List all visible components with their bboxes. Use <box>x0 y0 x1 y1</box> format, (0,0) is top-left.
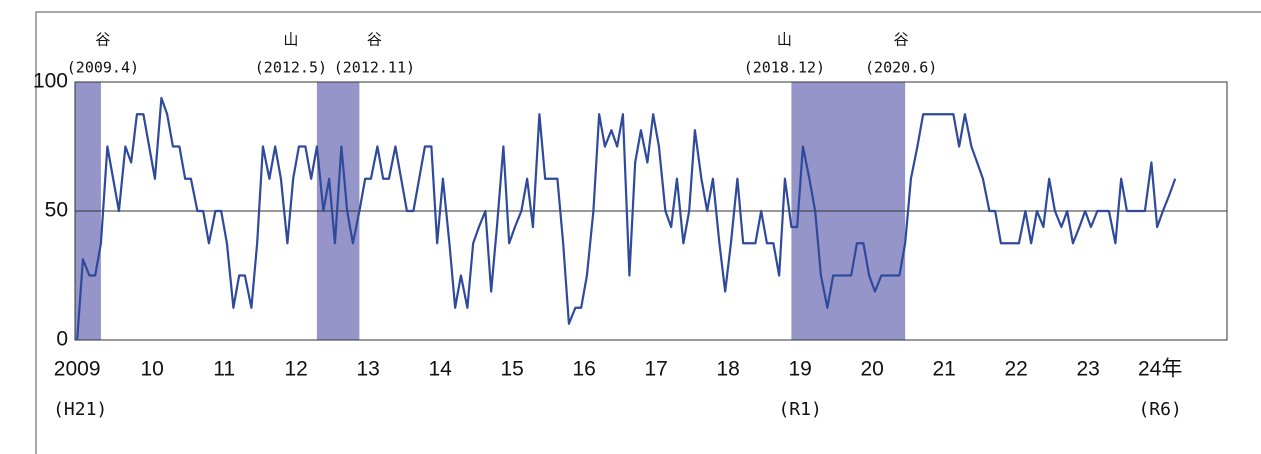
turning-point-kind: 谷 <box>894 31 909 49</box>
turning-point-kind: 谷 <box>95 31 110 49</box>
x-tick-label: 21 <box>932 358 955 381</box>
x-tick-label: 24年 <box>1138 358 1182 381</box>
turning-point-date: (2020.6) <box>865 59 937 77</box>
turning-point-kind: 山 <box>777 31 792 49</box>
y-tick-label: 100 <box>33 70 68 93</box>
era-label: (R1) <box>778 399 821 420</box>
x-tick-label: 13 <box>356 358 379 381</box>
x-tick-label: 22 <box>1004 358 1027 381</box>
era-label: (R6) <box>1138 399 1181 420</box>
x-tick-label: 14 <box>428 358 452 381</box>
frame <box>35 11 1261 454</box>
x-tick-label: 10 <box>140 358 163 381</box>
turning-point-kind: 谷 <box>367 31 382 49</box>
turning-point-date: (2012.5) <box>255 59 327 77</box>
turning-point-kind: 山 <box>283 31 298 49</box>
x-tick-label: 12 <box>284 358 307 381</box>
x-tick-label: 19 <box>788 358 811 381</box>
turning-point-date: (2018.12) <box>744 59 825 77</box>
turning-point-date: (2012.11) <box>334 59 415 77</box>
x-tick-label: 11 <box>213 358 235 381</box>
data-line <box>76 96 1177 341</box>
x-tick-label: 16 <box>572 358 595 381</box>
x-tick-label: 15 <box>500 358 523 381</box>
x-tick-label: 17 <box>644 358 667 381</box>
x-tick-label: 2009 <box>54 358 101 381</box>
x-tick-label: 20 <box>860 358 883 381</box>
x-tick-label: 23 <box>1076 358 1099 381</box>
y-tick-label: 50 <box>45 199 68 222</box>
turning-point-date: (2009.4) <box>67 59 139 77</box>
y-tick-label: 0 <box>56 328 68 351</box>
x-tick-label: 18 <box>716 358 739 381</box>
era-label: (H21) <box>53 399 107 420</box>
